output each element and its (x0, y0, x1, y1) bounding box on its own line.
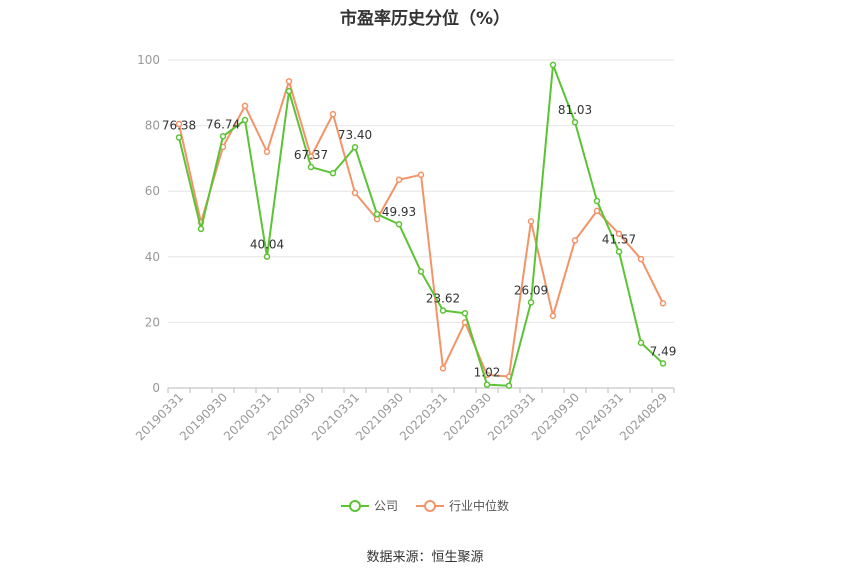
axes: 0204060801002019033120190930202003312020… (133, 53, 675, 443)
source-note: 数据来源：恒生聚源 (366, 550, 484, 565)
company-data-point (351, 143, 359, 151)
grid-lines (168, 59, 674, 323)
company-data-point (241, 116, 249, 124)
company-data-point (175, 134, 183, 141)
company-data-point (505, 382, 513, 389)
company-data-point (571, 118, 579, 126)
company-data-point (285, 87, 293, 95)
company-data-label: 67.37 (294, 148, 328, 162)
company-data-point (329, 169, 337, 177)
company-data-point (307, 163, 315, 171)
legend-item-industry[interactable]: 行业中位数 (416, 497, 509, 514)
line-chart: 0204060801002019033120190930202003312020… (133, 53, 677, 443)
legend: 公司 行业中位数 (0, 497, 850, 514)
x-tick-label: 20240829 (617, 390, 670, 443)
company-data-label: 1.02 (474, 366, 501, 380)
company-data-point (637, 339, 645, 346)
industry-data-point (329, 110, 337, 118)
industry-data-point (285, 78, 293, 85)
company-data-point (395, 220, 403, 228)
legend-company-label: 公司 (373, 499, 398, 513)
company-data-point (615, 248, 623, 255)
industry-data-point (571, 237, 579, 244)
y-tick-label: 60 (145, 184, 160, 198)
industry-data-point (659, 300, 667, 307)
company-data-point (439, 307, 447, 314)
company-data-label: 73.40 (338, 128, 372, 142)
industry-data-point (549, 312, 557, 320)
industry-data-point (175, 120, 183, 128)
industry-data-point (637, 255, 645, 263)
y-tick-label: 0 (152, 381, 160, 395)
company-data-point (219, 133, 227, 140)
y-tick-label: 100 (137, 53, 160, 67)
industry-data-point (417, 171, 425, 179)
company-data-label: 23.62 (426, 292, 460, 306)
y-tick-label: 20 (145, 315, 160, 329)
company-data-label: 49.93 (382, 205, 416, 219)
company-data-point (197, 225, 205, 233)
company-data-label: 26.09 (514, 283, 548, 297)
company-data-label: 76.74 (206, 117, 240, 131)
legend-industry-swatch-icon (416, 499, 444, 512)
series-lines (175, 61, 667, 389)
industry-data-point (351, 189, 359, 197)
company-data-point (461, 309, 469, 317)
data-labels: 76.38 76.74 40.04 67.37 73.40 49.93 23.62 1.02 2… (162, 103, 677, 379)
company-data-point (527, 299, 535, 306)
legend-industry-label: 行业中位数 (449, 499, 510, 513)
company-data-point (373, 210, 381, 218)
chart-title: 市盈率历史分位（%） (339, 9, 511, 29)
legend-company-swatch-icon (340, 499, 369, 512)
industry-data-point (263, 148, 271, 156)
company-data-point (659, 360, 667, 367)
industry-data-point (593, 207, 601, 215)
company-data-label: 40.04 (250, 238, 284, 252)
industry-data-point (395, 176, 403, 183)
company-data-label: 81.03 (558, 103, 592, 117)
industry-data-point (615, 230, 623, 238)
company-data-point (417, 268, 425, 275)
y-tick-label: 80 (145, 119, 160, 133)
company-data-point (263, 253, 271, 260)
industry-data-point (241, 102, 249, 110)
company-data-point (593, 197, 601, 205)
industry-data-point (527, 218, 535, 225)
company-data-label: 41.57 (602, 233, 636, 247)
industry-data-point (439, 365, 447, 372)
y-tick-label: 40 (145, 250, 160, 264)
legend-item-company[interactable]: 公司 (340, 497, 398, 514)
company-data-point (483, 381, 491, 388)
company-data-label: 7.49 (650, 344, 677, 358)
company-data-point (549, 61, 557, 69)
company-data-label: 76.38 (162, 118, 196, 132)
